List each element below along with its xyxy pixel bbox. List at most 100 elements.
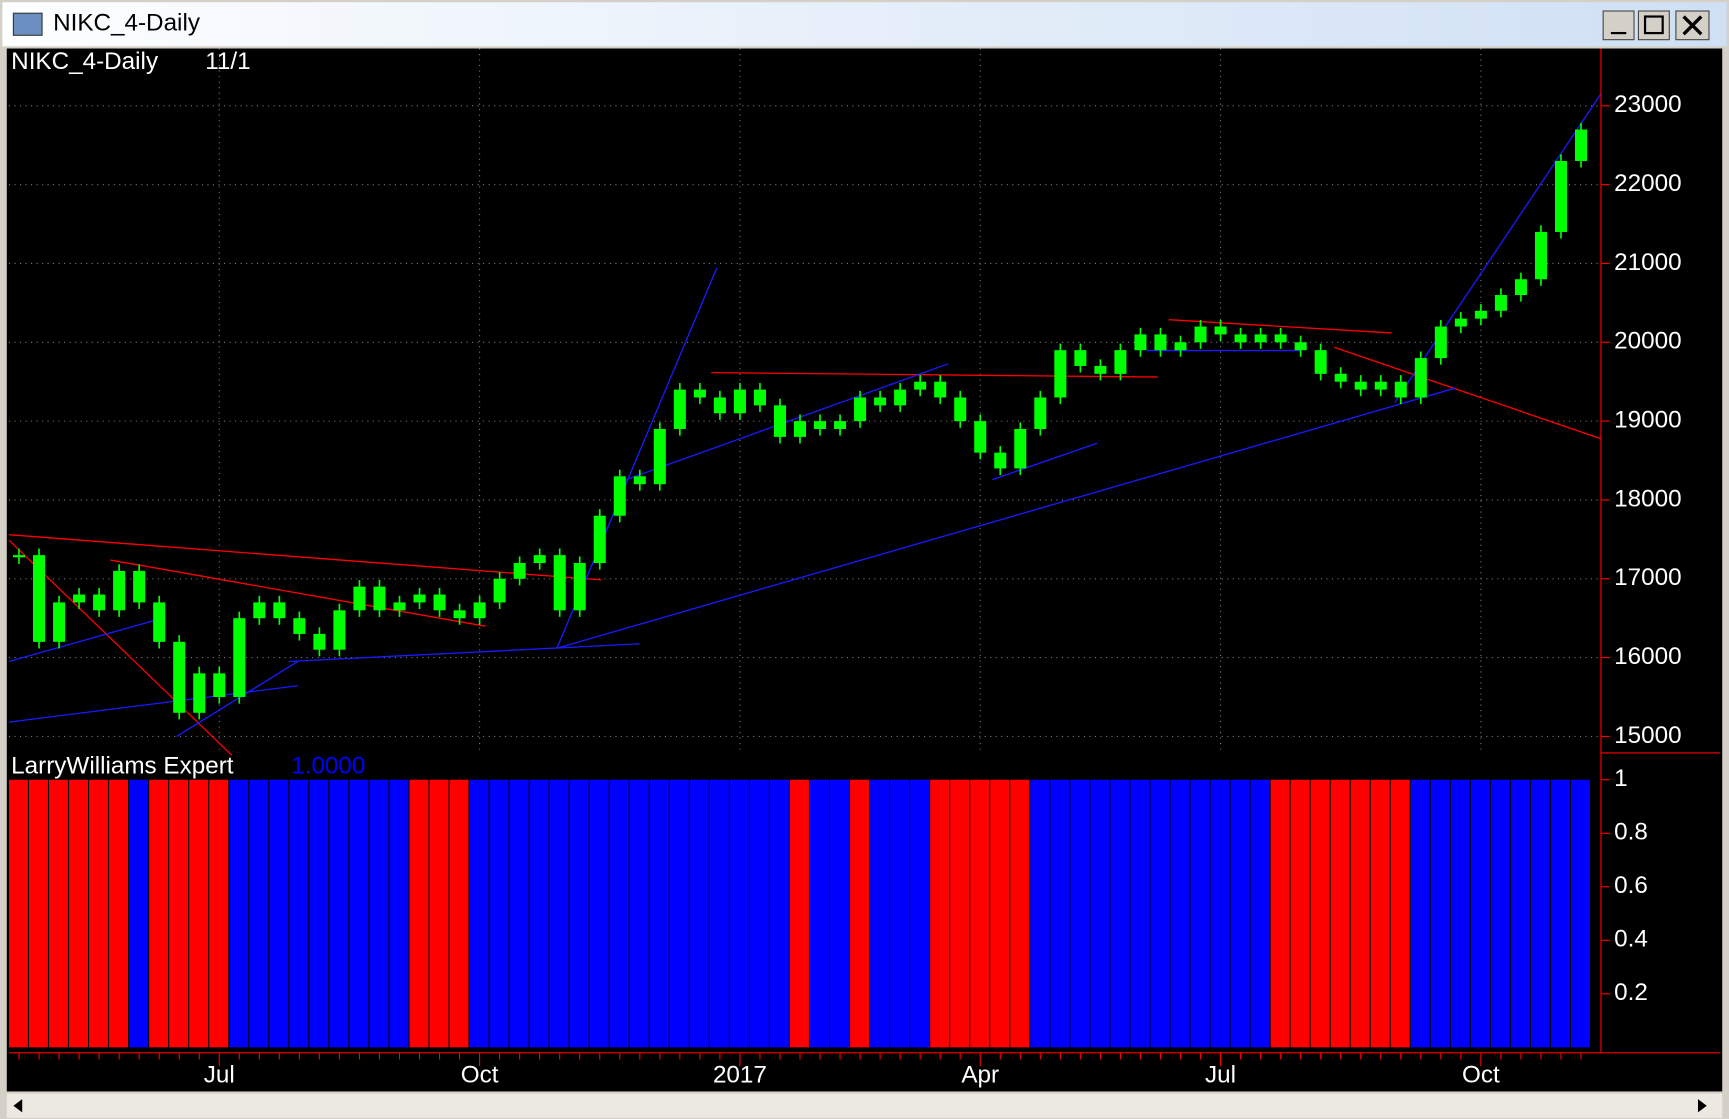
signal-bar (449, 779, 469, 1048)
signal-bar (1130, 779, 1150, 1048)
window-buttons[interactable] (1602, 10, 1710, 41)
candle (1194, 326, 1207, 343)
minimize-button[interactable] (1602, 10, 1635, 41)
y-tick-label: 17000 (1614, 564, 1681, 591)
candle (713, 397, 726, 414)
candle (994, 452, 1007, 469)
signal-bar (689, 779, 709, 1048)
signal-bar (349, 779, 369, 1048)
candle (273, 602, 286, 619)
candle (193, 673, 206, 713)
close-icon (1682, 15, 1703, 36)
signal-bar (749, 779, 769, 1048)
signal-bar (1550, 779, 1570, 1048)
indicator-value: 1.0000 (291, 753, 365, 780)
signal-bar (389, 779, 409, 1048)
candle (93, 594, 106, 611)
signal-bar (1070, 779, 1090, 1048)
signal-bar (669, 779, 689, 1048)
signal-bar (1010, 779, 1030, 1048)
y-tick-label: 0.6 (1614, 872, 1648, 899)
signal-bar (1210, 779, 1230, 1048)
signal-bar (1030, 779, 1050, 1048)
candle (1034, 397, 1047, 430)
candle (173, 641, 186, 713)
candle (914, 381, 927, 390)
candle (814, 421, 827, 430)
signal-bar (629, 779, 649, 1048)
candle (1014, 429, 1027, 469)
candle (393, 602, 406, 611)
candle (233, 618, 246, 698)
y-tick-label: 23000 (1614, 91, 1681, 118)
candle (593, 515, 606, 564)
candle (313, 633, 326, 650)
support-lines (8, 93, 1602, 738)
candle (1314, 350, 1327, 374)
y-tick-label: 15000 (1614, 722, 1681, 749)
signal-bar (870, 779, 890, 1048)
scroll-left[interactable] (13, 1099, 23, 1113)
candle (753, 389, 766, 406)
candle (854, 397, 867, 422)
signal-bar (1190, 779, 1210, 1048)
signal-bar (1290, 779, 1310, 1048)
candle (73, 594, 86, 603)
signal-bar (910, 779, 930, 1048)
candle (1474, 310, 1487, 319)
candle (1494, 294, 1507, 311)
x-tick-label: Jul (1205, 1061, 1236, 1088)
signal-bar (529, 779, 549, 1048)
signal-bar (649, 779, 669, 1048)
signal-bar (709, 779, 729, 1048)
candle (113, 570, 126, 611)
signal-bar (49, 779, 68, 1048)
candle (1274, 334, 1287, 343)
signal-bar (1370, 779, 1390, 1048)
candle (33, 555, 46, 642)
signal-bar (1450, 779, 1470, 1048)
candle (1354, 381, 1367, 390)
signal-bar (169, 779, 189, 1048)
candle (453, 610, 466, 619)
scrollbar[interactable] (6, 1093, 1723, 1118)
candle (1534, 231, 1547, 280)
candle (1514, 279, 1527, 295)
signal-bar (1090, 779, 1110, 1048)
signal-bar (1270, 779, 1290, 1048)
x-tick-label: 2017 (713, 1061, 767, 1088)
candle (834, 421, 847, 430)
signal-bar (129, 779, 149, 1048)
candle (253, 602, 266, 619)
signal-bar (29, 779, 48, 1048)
signal-bar (850, 779, 869, 1048)
candle (53, 602, 66, 642)
signal-bar (1330, 779, 1350, 1048)
candle (1394, 381, 1407, 398)
window-title: NIKC_4-Daily (53, 10, 201, 37)
signal-bar (1570, 779, 1590, 1048)
maximize-button[interactable] (1637, 10, 1670, 41)
y-tick-label: 0.8 (1614, 819, 1648, 846)
candle (1454, 318, 1467, 327)
signal-bar (1350, 779, 1370, 1048)
candle (633, 476, 646, 485)
signal-bar (1470, 779, 1490, 1048)
candle (213, 673, 226, 698)
signal-bar (409, 779, 429, 1048)
candle (413, 594, 426, 603)
candle (673, 389, 686, 430)
signal-bar (729, 779, 749, 1048)
signal-bar (289, 779, 309, 1048)
indicator-title: LarryWilliams Expert (11, 753, 234, 780)
candle (1294, 342, 1307, 351)
y-tick-label: 16000 (1614, 643, 1681, 670)
candle (733, 389, 746, 414)
candle (1234, 334, 1247, 343)
candle (874, 397, 887, 406)
signal-bar (209, 779, 229, 1048)
scroll-right[interactable] (1697, 1099, 1707, 1113)
candle (353, 586, 366, 611)
candle (1374, 381, 1387, 390)
